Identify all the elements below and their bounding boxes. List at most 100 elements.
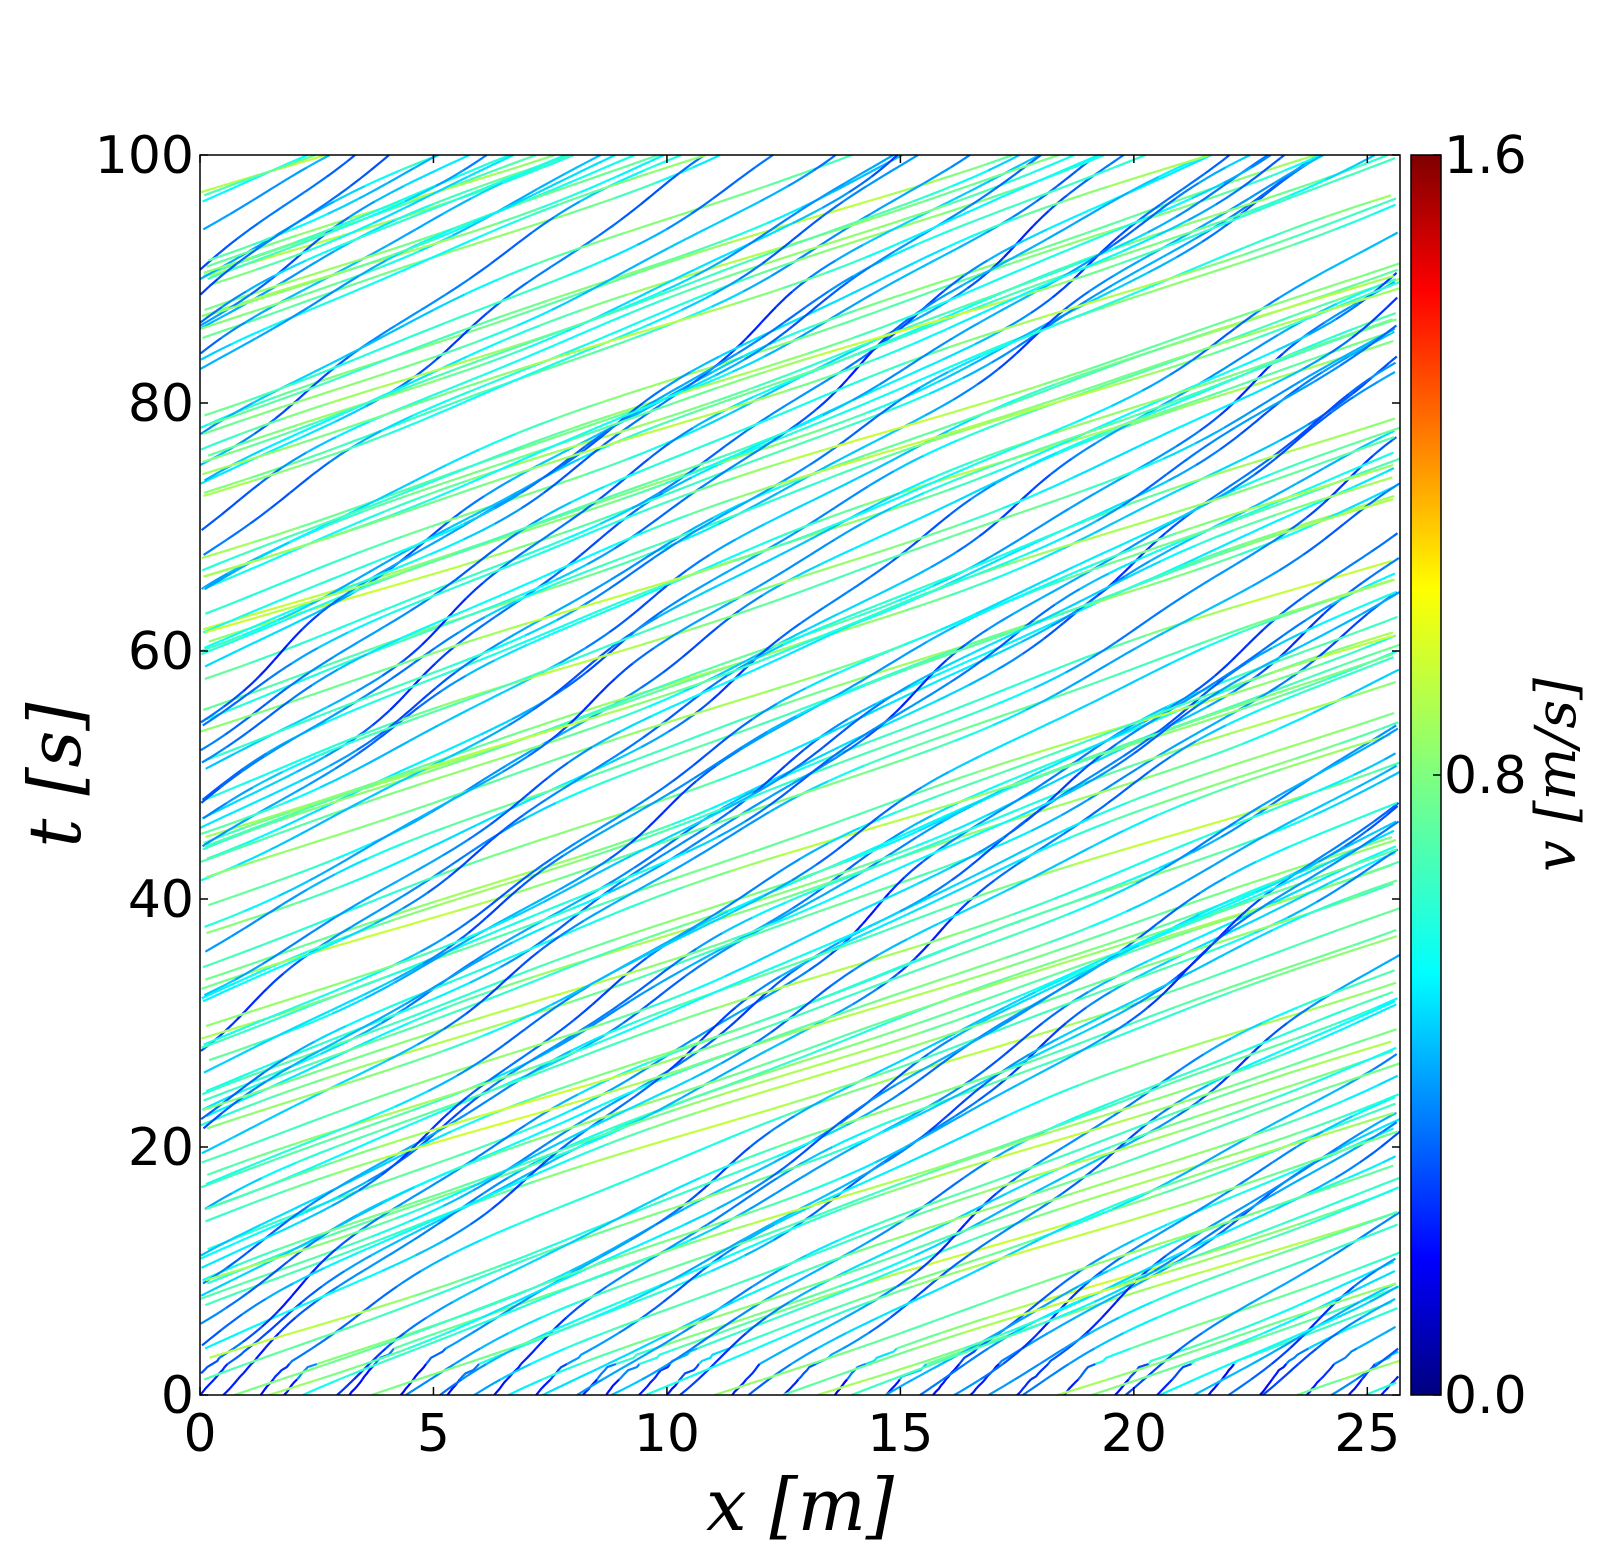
trajectory-segment — [843, 1239, 873, 1257]
trajectory-segment — [799, 1192, 831, 1210]
trajectory-segment — [717, 990, 768, 1009]
trajectory-segment — [367, 1201, 414, 1220]
trajectory-segment — [577, 544, 614, 563]
trajectory-segment — [957, 423, 997, 442]
trajectory-segment — [1032, 860, 1064, 879]
trajectory-segment — [914, 944, 955, 963]
trajectory-segment — [1037, 377, 1080, 395]
trajectory-segment — [784, 687, 831, 705]
trajectory-segment — [567, 197, 615, 215]
trajectory-segment — [524, 619, 558, 637]
trajectory-segment — [1003, 820, 1027, 838]
trajectory-segment — [1002, 1161, 1046, 1180]
trajectory-segment — [464, 1347, 511, 1366]
trajectory-segment — [390, 904, 439, 922]
trajectory-segment — [1194, 1285, 1236, 1304]
trajectory-segment — [573, 522, 613, 541]
trajectory-segment — [202, 1112, 223, 1130]
trajectory-segment — [599, 1239, 629, 1257]
trajectory-segment — [200, 1102, 224, 1120]
trajectory-segment — [1377, 656, 1394, 665]
trajectory-segment — [1012, 398, 1066, 417]
trajectory-segment — [1282, 752, 1332, 770]
trajectory-segment — [1344, 1052, 1383, 1071]
trajectory-segment — [614, 808, 644, 826]
trajectory-segment — [824, 566, 867, 584]
trajectory-segment — [1143, 1176, 1188, 1195]
trajectory-segment — [1259, 299, 1312, 318]
trajectory-segment — [1369, 361, 1397, 380]
trajectory-segment — [1276, 333, 1309, 352]
trajectory-segment — [258, 600, 312, 618]
trajectory-segment — [1005, 1006, 1032, 1024]
trajectory-segment — [852, 953, 880, 972]
trajectory-segment — [1103, 718, 1145, 736]
trajectory-segment — [626, 1093, 676, 1111]
trajectory-segment — [1327, 867, 1362, 885]
trajectory-segment — [1024, 739, 1076, 758]
trajectory-segment — [448, 1239, 482, 1257]
trajectory-segment — [1373, 761, 1400, 773]
trajectory-segment — [546, 761, 569, 779]
trajectory-segment — [1050, 265, 1088, 284]
trajectory-segment — [1239, 383, 1274, 401]
trajectory-segment — [200, 817, 246, 835]
trajectory-segment — [788, 774, 810, 792]
trajectory-segment — [717, 746, 743, 764]
trajectory-segment — [898, 1034, 948, 1052]
trajectory-segment — [625, 290, 663, 308]
trajectory-segment — [934, 1239, 952, 1257]
trajectory-segment — [1267, 817, 1298, 835]
trajectory-segment — [366, 842, 405, 860]
trajectory-segment — [482, 1177, 509, 1195]
trajectory-segment — [1054, 588, 1081, 606]
trajectory-segment — [809, 538, 836, 556]
trajectory-segment — [200, 733, 226, 752]
trajectory-segment — [946, 203, 973, 222]
trajectory-segment — [400, 873, 443, 891]
trajectory-segment — [405, 389, 446, 408]
trajectory-segment — [230, 1177, 263, 1195]
trajectory-segment — [334, 398, 376, 417]
trajectory-segment — [977, 755, 1026, 773]
trajectory-segment — [775, 857, 801, 876]
trajectory-segment — [1331, 1301, 1361, 1319]
trajectory-segment — [765, 1034, 797, 1052]
trajectory-segment — [1234, 411, 1262, 429]
trajectory-segment — [990, 1223, 1016, 1241]
trajectory-segment — [696, 910, 729, 928]
trajectory-segment — [920, 501, 955, 519]
trajectory-segment — [962, 1331, 1007, 1350]
trajectory-segment — [477, 916, 513, 935]
trajectory-segment — [447, 938, 492, 956]
trajectory-segment — [1179, 960, 1196, 978]
trajectory-segment — [352, 1363, 371, 1381]
trajectory-segment — [1034, 1130, 1088, 1149]
trajectory-segment — [706, 944, 733, 962]
trajectory-segment — [684, 1208, 718, 1226]
trajectory-segment — [837, 308, 882, 327]
trajectory-segment — [1371, 476, 1393, 485]
trajectory-segment — [550, 569, 590, 587]
trajectory-segment — [465, 547, 517, 566]
trajectory-segment — [850, 1223, 892, 1242]
trajectory-segment — [936, 420, 988, 439]
trajectory-segment — [752, 643, 784, 662]
trajectory-segment — [368, 1083, 415, 1102]
trajectory-segment — [630, 557, 655, 575]
trajectory-segment — [999, 1130, 1044, 1149]
trajectory-segment — [473, 1378, 502, 1395]
trajectory-segment — [200, 845, 245, 863]
trajectory-segment — [720, 659, 763, 677]
trajectory-segment — [708, 538, 737, 556]
trajectory-segment — [1150, 166, 1186, 184]
trajectory-segment — [920, 308, 975, 327]
trajectory-segment — [1263, 1316, 1299, 1335]
trajectory-segment — [1130, 405, 1170, 423]
trajectory-segment — [1354, 426, 1400, 445]
trajectory-segment — [877, 938, 908, 956]
trajectory-segment — [299, 764, 331, 783]
trajectory-segment — [1101, 1099, 1153, 1118]
trajectory-segment — [822, 191, 850, 209]
trajectory-segment — [1079, 972, 1126, 990]
